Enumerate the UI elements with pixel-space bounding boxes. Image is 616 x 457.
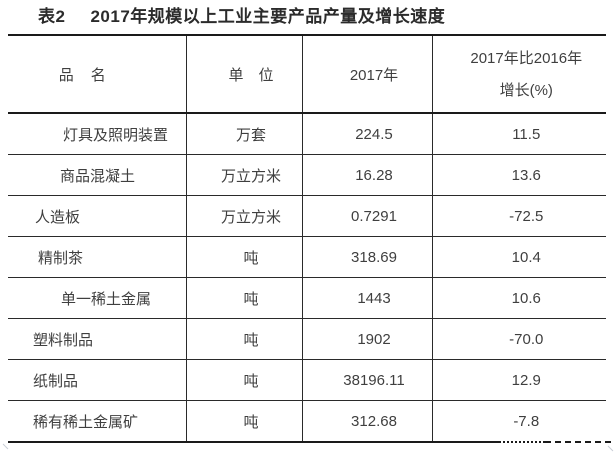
output-2017-cell: 0.7291 <box>302 195 433 237</box>
table-row: 塑料制品 吨 1902 -70.0 <box>8 318 606 360</box>
corner-artifact-left <box>2 443 9 450</box>
unit-cell: 吨 <box>186 277 303 319</box>
output-2017-cell: 224.5 <box>302 113 433 155</box>
growth-cell: 10.4 <box>432 236 606 278</box>
product-name-cell: 稀有稀土金属矿 <box>8 400 187 443</box>
table-row: 灯具及照明装置 万套 224.5 11.5 <box>8 113 606 155</box>
unit-cell: 吨 <box>186 236 303 278</box>
product-name-cell: 纸制品 <box>8 359 187 401</box>
output-2017-cell: 312.68 <box>302 400 433 443</box>
growth-cell: 13.6 <box>432 154 606 196</box>
growth-cell: -7.8 <box>432 400 606 443</box>
table-title: 2017年规模以上工业主要产品产量及增长速度 <box>90 7 446 26</box>
unit-cell: 吨 <box>186 359 303 401</box>
unit-cell: 万立方米 <box>186 154 303 196</box>
growth-cell: -70.0 <box>432 318 606 360</box>
header-growth: 2017年比2016年 增长(%) <box>432 35 606 114</box>
table-header: 品 名 单 位 2017年 2017年比2016年 增长(%) <box>8 35 606 114</box>
dashed-line-segment <box>545 441 611 445</box>
product-name-cell: 人造板 <box>8 195 187 237</box>
table-row: 纸制品 吨 38196.11 12.9 <box>8 359 606 401</box>
table-number-label: 表2 <box>38 7 66 26</box>
table-caption: 表2 2017年规模以上工业主要产品产量及增长速度 <box>38 6 445 28</box>
products-table: 品 名 单 位 2017年 2017年比2016年 增长(%) 灯具及照明装置 … <box>8 34 606 443</box>
unit-cell: 吨 <box>186 318 303 360</box>
growth-cell: 12.9 <box>432 359 606 401</box>
growth-cell: -72.5 <box>432 195 606 237</box>
header-product-name: 品 名 <box>8 35 187 114</box>
header-growth-line1: 2017年比2016年 <box>470 49 583 67</box>
table-row: 精制茶 吨 318.69 10.4 <box>8 236 606 278</box>
product-name-cell: 单一稀土金属 <box>8 277 187 319</box>
unit-cell: 万立方米 <box>186 195 303 237</box>
table-row: 商品混凝土 万立方米 16.28 13.6 <box>8 154 606 196</box>
header-row: 品 名 单 位 2017年 2017年比2016年 增长(%) <box>8 35 606 114</box>
corner-artifact-right <box>607 445 614 452</box>
header-2017: 2017年 <box>302 35 433 114</box>
dotted-line-segment <box>499 441 545 445</box>
header-growth-line2: 增长(%) <box>499 81 553 99</box>
output-2017-cell: 38196.11 <box>302 359 433 401</box>
output-2017-cell: 1902 <box>302 318 433 360</box>
growth-cell: 10.6 <box>432 277 606 319</box>
product-name-cell: 商品混凝土 <box>8 154 187 196</box>
unit-cell: 万套 <box>186 113 303 155</box>
growth-cell: 11.5 <box>432 113 606 155</box>
product-name-cell: 精制茶 <box>8 236 187 278</box>
product-name-cell: 灯具及照明装置 <box>8 113 187 155</box>
unit-cell: 吨 <box>186 400 303 443</box>
bottom-border-dashed-segment <box>499 440 611 445</box>
output-2017-cell: 16.28 <box>302 154 433 196</box>
table-row: 稀有稀土金属矿 吨 312.68 -7.8 <box>8 400 606 443</box>
table-body: 灯具及照明装置 万套 224.5 11.5 商品混凝土 万立方米 16.28 1… <box>8 113 606 443</box>
output-2017-cell: 1443 <box>302 277 433 319</box>
product-name-cell: 塑料制品 <box>8 318 187 360</box>
output-2017-cell: 318.69 <box>302 236 433 278</box>
table-row: 人造板 万立方米 0.7291 -72.5 <box>8 195 606 237</box>
table-row: 单一稀土金属 吨 1443 10.6 <box>8 277 606 319</box>
header-unit: 单 位 <box>186 35 303 114</box>
